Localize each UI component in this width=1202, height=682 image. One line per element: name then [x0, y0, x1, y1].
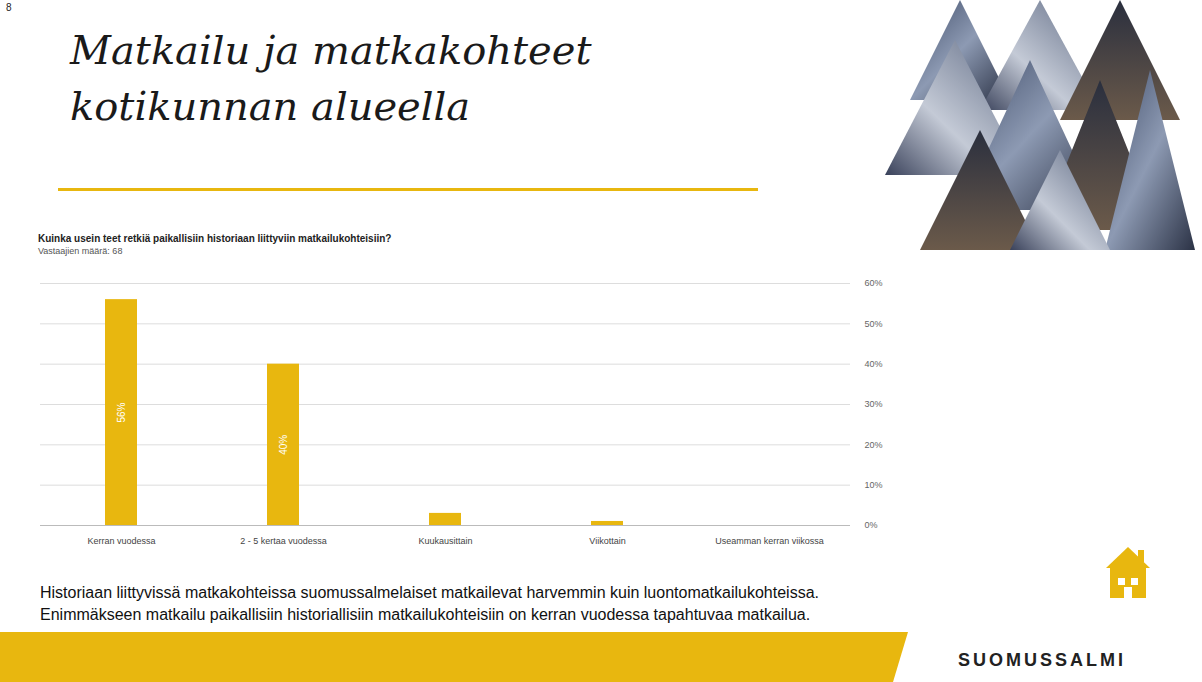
html-text:Matkailu ja matkakohteet: Matkailu ja matkakohteet: [70, 27, 592, 73]
html-text:kotikunnan alueella: kotikunnan alueella: [70, 83, 471, 129]
svg-text:Kerran vuodessa: Kerran vuodessa: [87, 536, 155, 546]
html-text:Historiaan liittyvissä matkako: Historiaan liittyvissä matkakohteissa su…: [40, 584, 819, 601]
svg-text:Viikottain: Viikottain: [589, 536, 625, 546]
svg-text:30%: 30%: [865, 399, 883, 409]
html-text:SUOMUSSALMI: SUOMUSSALMI: [958, 650, 1126, 670]
svg-text:10%: 10%: [865, 480, 883, 490]
html-text:Vastaajien määrä: 68: Vastaajien määrä: 68: [38, 246, 123, 256]
svg-text:2 - 5 kertaa vuodessa: 2 - 5 kertaa vuodessa: [240, 536, 327, 546]
svg-text:Useamman kerran viikossa: Useamman kerran viikossa: [715, 536, 824, 546]
svg-text:Kuukausittain: Kuukausittain: [418, 536, 472, 546]
html-text:8: 8: [6, 2, 12, 13]
svg-text:50%: 50%: [865, 319, 883, 329]
html-text:Enimmäkseen matkailu paikallis: Enimmäkseen matkailu paikallisiin histor…: [40, 606, 811, 623]
svg-text:0%: 0%: [865, 520, 878, 530]
svg-text:40%: 40%: [865, 359, 883, 369]
svg-text:60%: 60%: [865, 278, 883, 288]
html-text:Kuinka usein teet retkiä paika: Kuinka usein teet retkiä paikallisiin hi…: [38, 233, 392, 244]
svg-text:20%: 20%: [865, 440, 883, 450]
svg-text:40%: 40%: [278, 435, 289, 455]
svg-text:56%: 56%: [116, 402, 127, 422]
